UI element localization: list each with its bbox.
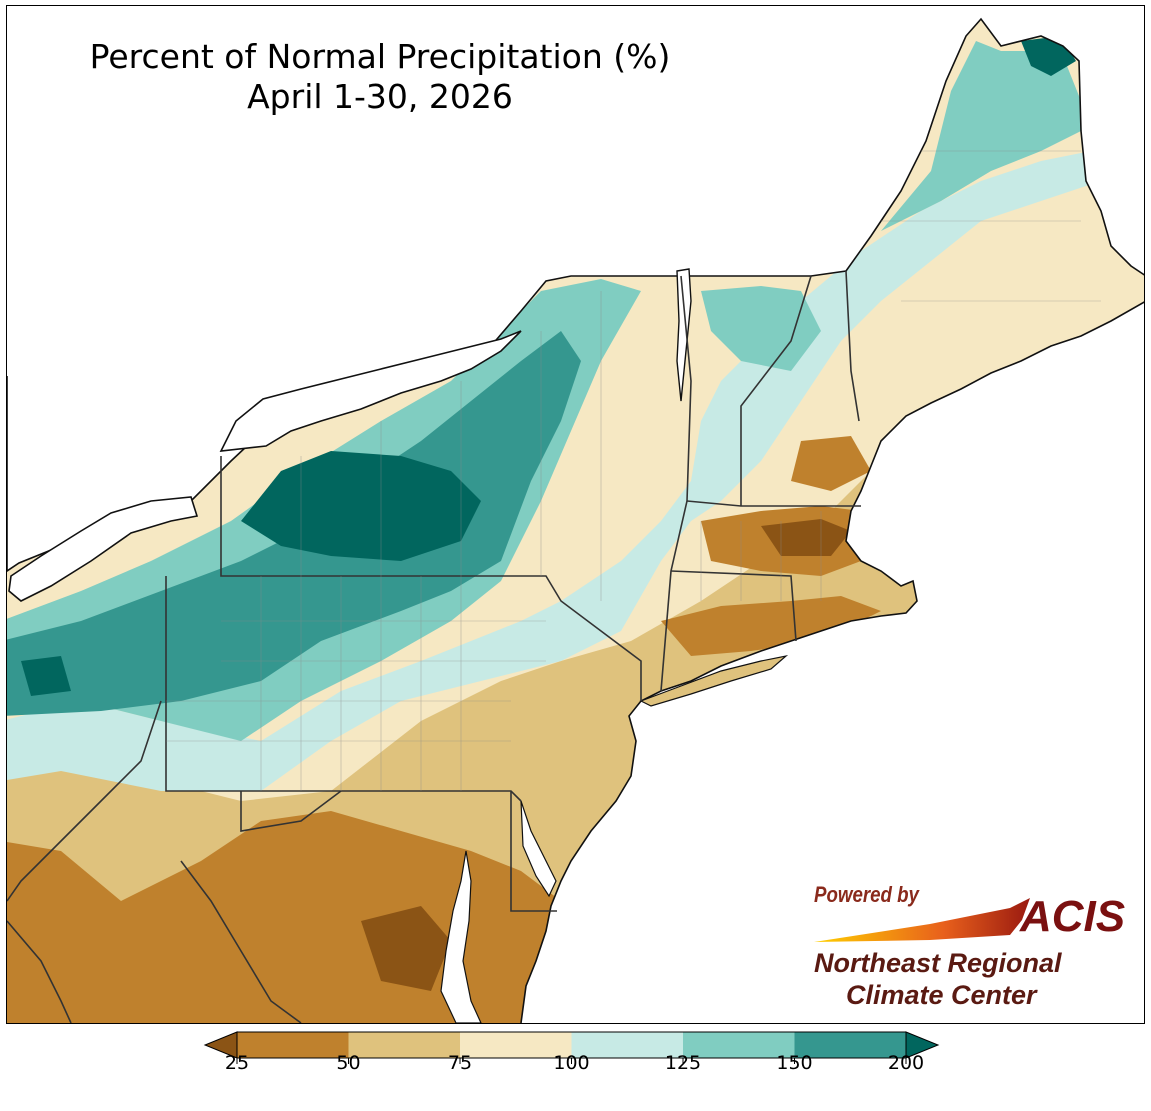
county-boundaries <box>166 150 1101 791</box>
legend-tick-label: 25 <box>224 1052 250 1074</box>
lake-ontario <box>219 330 522 452</box>
state-boundaries <box>7 270 861 1023</box>
map-frame <box>6 5 1145 1024</box>
acis-swoosh-icon <box>814 898 1030 942</box>
legend-swatch <box>460 1032 572 1058</box>
delaware-bay <box>520 800 557 898</box>
lake-champlain <box>676 268 692 402</box>
legend-tick-label: 150 <box>776 1052 813 1074</box>
long-island <box>639 654 789 707</box>
legend-swatch <box>348 1032 460 1058</box>
legend-swatch <box>683 1032 795 1058</box>
acis-wordmark: ACIS <box>1020 892 1126 941</box>
nrcc-name-line1: Northeast Regional <box>814 948 1062 978</box>
chesapeake-bay <box>440 850 482 1023</box>
nrcc-acis-logo: Powered by ACIS Northeast Regional Clima… <box>810 882 1130 1012</box>
powered-by-text: Powered by <box>814 882 919 907</box>
map-subtitle-date: April 1-30, 2026 <box>247 77 513 116</box>
legend-swatch <box>794 1032 906 1058</box>
legend-colorbar <box>203 1031 940 1064</box>
legend-tick-label: 100 <box>553 1052 590 1074</box>
legend-tick-label: 75 <box>447 1052 473 1074</box>
legend-tick-label: 125 <box>664 1052 702 1074</box>
legend-swatch <box>237 1032 349 1058</box>
legend-tick-label: 200 <box>887 1052 925 1074</box>
nrcc-name-line2: Climate Center <box>846 980 1037 1010</box>
precipitation-map <box>7 6 1144 1023</box>
map-title: Percent of Normal Precipitation (%) <box>89 37 671 76</box>
lake-erie <box>8 496 199 602</box>
legend-tick-label: 50 <box>336 1052 361 1074</box>
legend-swatch <box>571 1032 683 1058</box>
